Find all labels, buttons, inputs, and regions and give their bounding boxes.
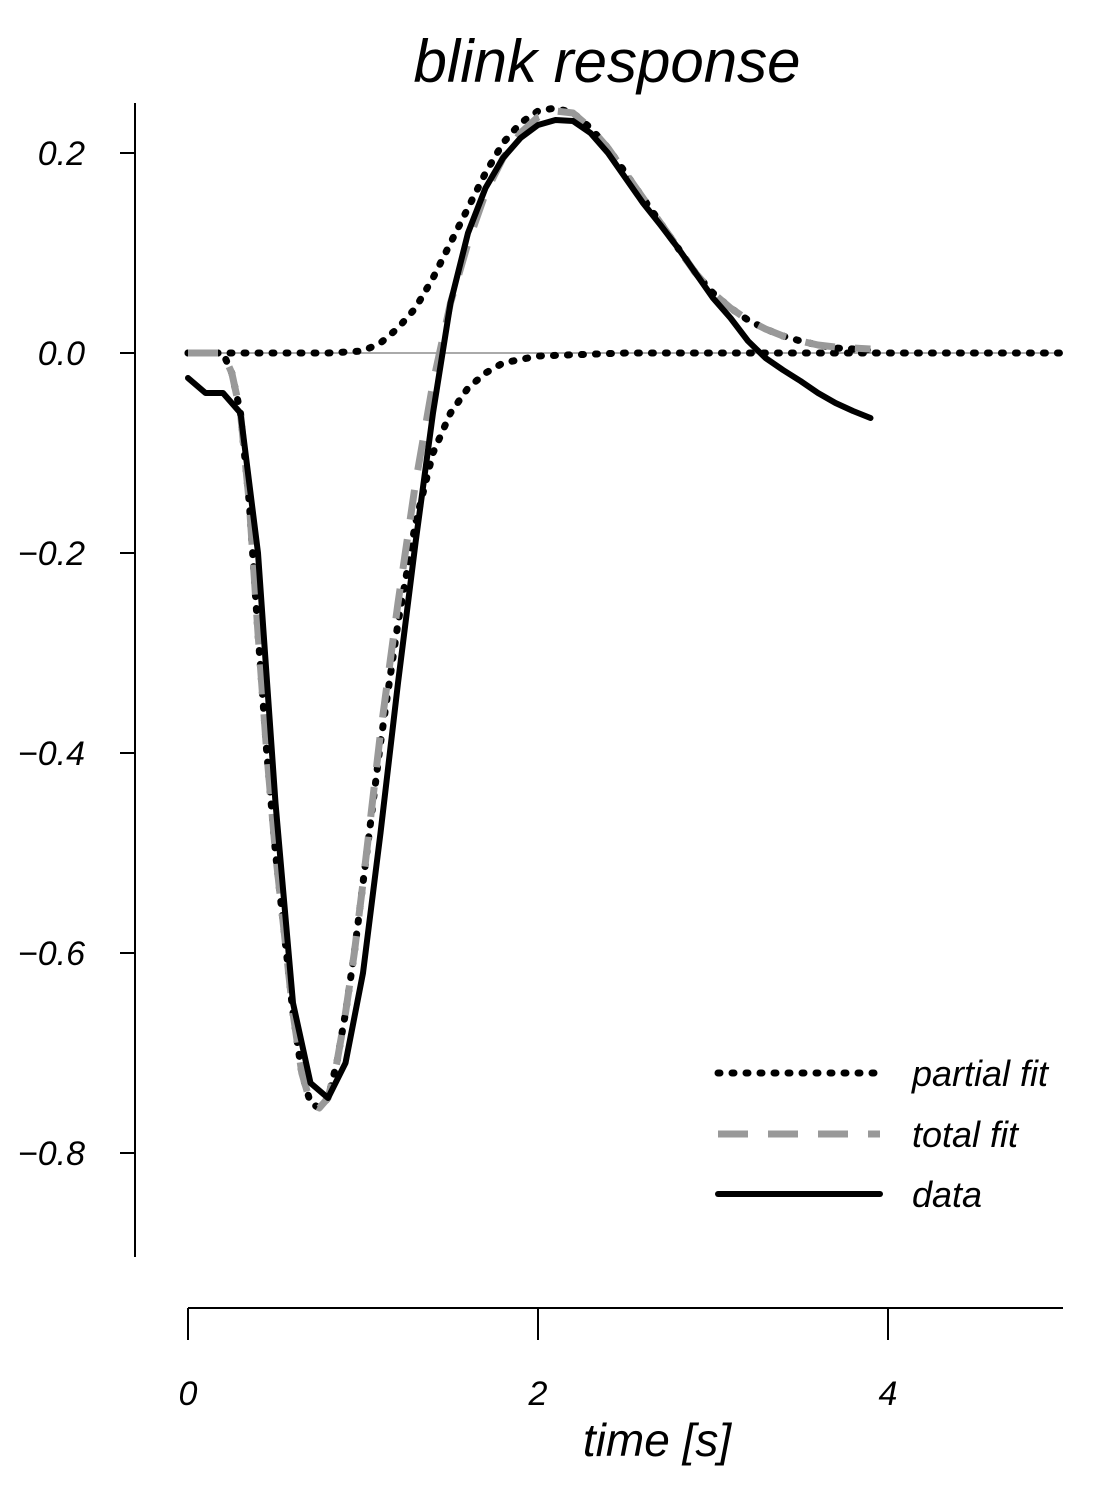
chart-title: blink response [414, 28, 801, 95]
series-line-total-fit-2 [188, 107, 871, 1112]
y-tick-label: 0.2 [38, 135, 85, 173]
axes: 0.2 0.0 −0.2 −0.4 −0.6 −0.8 0 2 4 [18, 103, 1063, 1413]
x-axis-label: time [s] [583, 1414, 732, 1466]
y-tick-label: −0.2 [18, 535, 85, 573]
plot-area [184, 104, 1067, 1112]
legend-label: partial fit [911, 1053, 1050, 1094]
legend-label: data [912, 1174, 982, 1215]
x-tick-label: 2 [528, 1375, 548, 1413]
x-tick-label: 4 [879, 1375, 898, 1413]
y-tick-label: −0.8 [18, 1135, 85, 1173]
series-line-partial-fit-0 [184, 349, 1067, 1112]
series-line-data-3 [185, 117, 874, 1101]
legend: partial fit total fit data [714, 1053, 1050, 1215]
x-tick-label: 0 [179, 1375, 198, 1413]
y-tick-label: −0.6 [18, 935, 85, 973]
legend-label: total fit [912, 1114, 1020, 1155]
series-line-partial-fit-1 [184, 104, 874, 357]
y-tick-label: 0.0 [38, 335, 85, 373]
y-tick-label: −0.4 [18, 735, 85, 773]
